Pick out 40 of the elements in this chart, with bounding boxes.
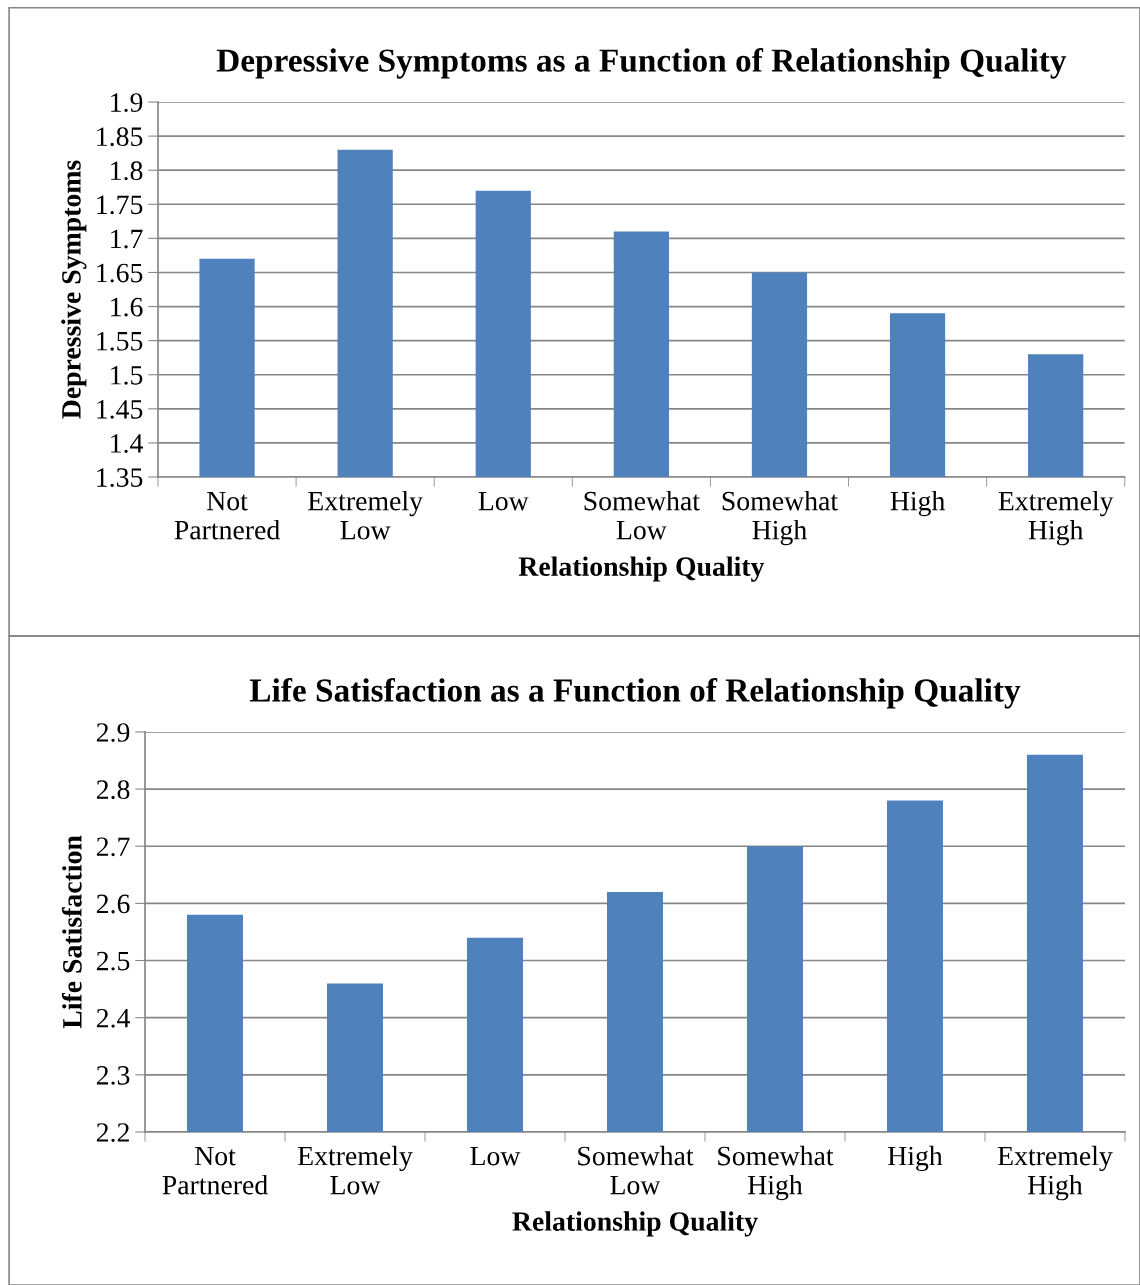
y-axis-title: Depressive Symptoms [61, 160, 87, 419]
x-axis-title: Relationship Quality [512, 1211, 758, 1237]
x-tick-label: Somewhat High [718, 1145, 834, 1201]
y-tick-label: 1.6 [111, 297, 143, 317]
x-axis-title: Relationship Quality [518, 556, 765, 582]
y-axis-title: Life Satisfaction [61, 835, 82, 1029]
y-tick-label: 1.45 [97, 400, 143, 419]
x-tick-label: Extremely High [998, 490, 1114, 546]
y-tick-label: 1.4 [111, 434, 143, 453]
x-tick-label: Somewhat Low [578, 1145, 694, 1195]
x-tick-label: Extremely Low [308, 490, 423, 540]
y-tick-label: 1.8 [111, 161, 143, 181]
y-tick-label: 1.55 [97, 331, 143, 351]
y-tick-label: 2.6 [96, 894, 130, 914]
y-tick-label: 1.75 [97, 195, 143, 215]
chart-title: Life Satisfaction as a Function of Relationship Quality [249, 677, 1021, 709]
y-tick-label: 1.35 [97, 468, 143, 488]
y-tick-label: 1.9 [111, 93, 143, 113]
y-tick-label: 2.3 [96, 1066, 130, 1085]
y-tick-label: 2.9 [96, 723, 130, 742]
y-tick-label: 1.5 [111, 366, 143, 385]
y-tick-label: 1.65 [97, 263, 143, 283]
x-tick-label: Not Partnered [162, 1146, 268, 1195]
x-tick-label: Extremely High [997, 1145, 1113, 1201]
chart-title: Depressive Symptoms as a Function of Relationship Quality [216, 48, 1067, 79]
y-tick-label: 2.8 [96, 780, 130, 800]
x-tick-label: Extremely Low [297, 1145, 413, 1195]
x-tick-label: Low [470, 1146, 521, 1166]
y-tick-label: 1.7 [111, 229, 143, 249]
x-tick-label: High [890, 490, 945, 517]
x-tick-label: High [887, 1145, 943, 1172]
x-tick-label: Somewhat Low [584, 490, 700, 540]
x-tick-label: Somewhat High [722, 490, 838, 546]
y-tick-label: 2.4 [96, 1008, 130, 1028]
y-tick-label: 2.7 [96, 837, 130, 857]
x-tick-label: Not Partnered [174, 491, 280, 540]
y-tick-label: 2.2 [96, 1123, 129, 1142]
y-tick-label: 1.85 [97, 127, 143, 147]
x-tick-label: Low [478, 491, 529, 511]
y-tick-label: 2.5 [96, 951, 130, 971]
